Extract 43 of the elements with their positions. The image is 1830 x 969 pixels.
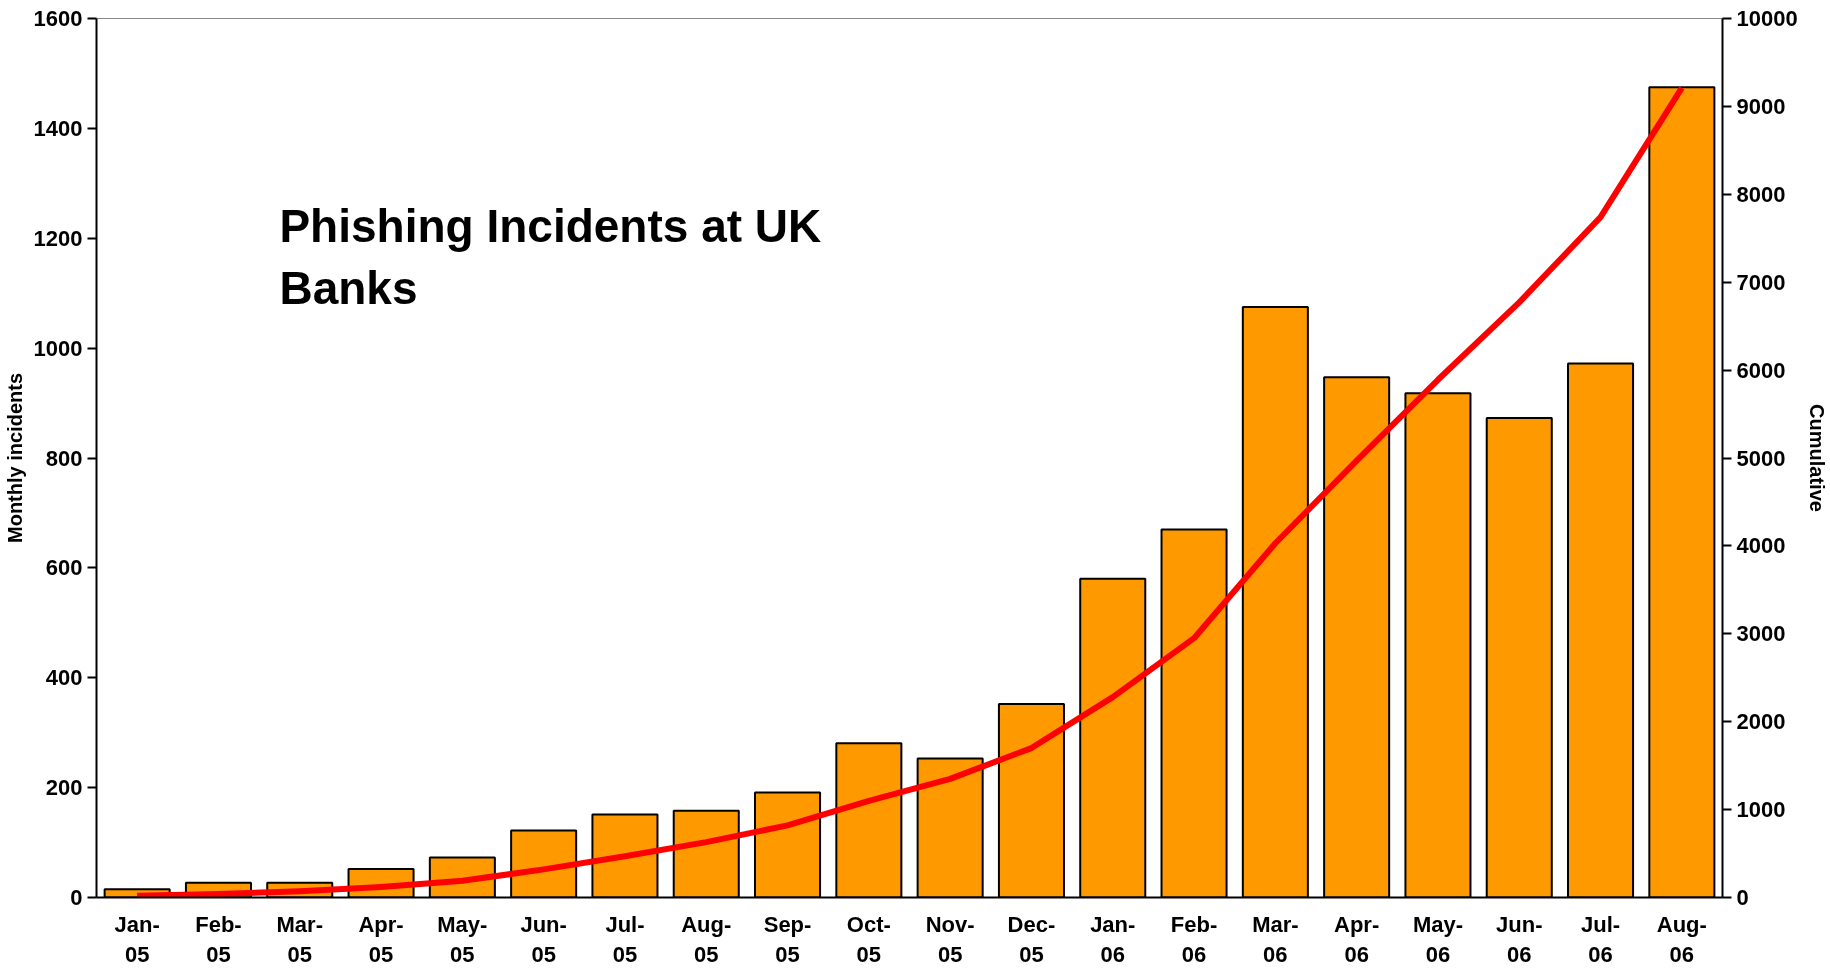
x-tick-label: Feb-05 — [195, 911, 242, 967]
x-tick-label: Mar-06 — [1252, 911, 1299, 967]
y2-tick-label: 9000 — [1736, 93, 1786, 119]
x-tick-label: Jun-06 — [1496, 911, 1543, 967]
x-tick-label: Apr-06 — [1334, 911, 1380, 967]
y-tick-label: 1600 — [33, 6, 83, 31]
x-tick-label: Jan-06 — [1090, 911, 1136, 967]
y2-tick-label: 5000 — [1736, 445, 1786, 471]
x-tick-label: Aug-06 — [1656, 911, 1707, 967]
y-tick-label: 0 — [70, 885, 83, 910]
y2-tick-label: 7000 — [1736, 269, 1786, 295]
x-tick-label: Mar-05 — [276, 911, 323, 967]
x-tick-label: May-06 — [1412, 911, 1464, 967]
x-tick-label: Oct-05 — [846, 911, 891, 967]
y2-tick-label: 1000 — [1736, 797, 1786, 823]
y-axis-title: Monthly incidents — [3, 373, 26, 543]
x-tick-label: Jul-05 — [605, 911, 645, 967]
y-tick-label: 1000 — [33, 335, 83, 361]
y2-axis-title: Cumulative — [1805, 404, 1828, 512]
x-tick-label: Aug-05 — [681, 911, 732, 967]
x-tick-label: Sep-05 — [763, 911, 812, 967]
y2-tick-label: 6000 — [1736, 357, 1786, 383]
y2-tick-label: 0 — [1736, 885, 1749, 910]
x-tick-label: Jan-05 — [114, 911, 160, 967]
x-tick-label: Jun-05 — [520, 911, 567, 967]
x-tick-label: Dec-05 — [1007, 911, 1056, 967]
y2-tick-label: 2000 — [1736, 709, 1786, 735]
y2-tick-label: 8000 — [1736, 181, 1786, 207]
y-tick-label: 800 — [45, 445, 83, 471]
text: Phishing Incidents at UK Banks — [279, 199, 822, 315]
y-tick-label: 200 — [45, 775, 83, 801]
y2-tick-label: 10000 — [1736, 6, 1798, 31]
y-tick-label: 1200 — [33, 225, 83, 251]
x-tick-label: Apr-05 — [358, 911, 404, 967]
y2-tick-label: 3000 — [1736, 621, 1786, 647]
y-tick-label: 600 — [45, 555, 83, 581]
y-tick-label: 400 — [45, 665, 83, 691]
x-tick-label: May-05 — [437, 911, 488, 967]
y-tick-label: 1400 — [33, 115, 83, 141]
x-tick-label: Feb-06 — [1170, 911, 1218, 967]
x-tick-label: Jul-06 — [1580, 911, 1621, 967]
y2-tick-label: 4000 — [1736, 533, 1786, 559]
x-tick-label: Nov-05 — [925, 911, 975, 967]
